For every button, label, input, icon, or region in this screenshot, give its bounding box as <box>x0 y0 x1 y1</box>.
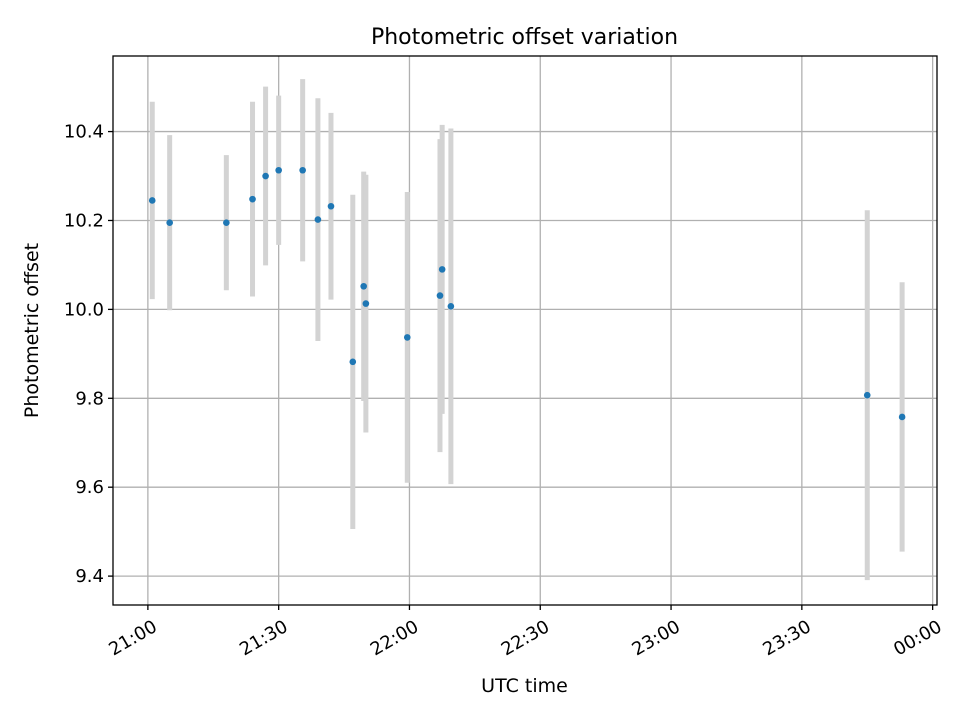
chart-title: Photometric offset variation <box>371 25 678 50</box>
data-point <box>166 219 173 227</box>
data-point <box>148 197 156 204</box>
y-tick-label: 10.0 <box>64 299 104 320</box>
data-point <box>360 282 367 290</box>
y-axis: 9.4 9.6 9.8 10.0 10.2 10.4 <box>64 122 113 587</box>
data-point <box>249 195 256 203</box>
y-axis-label: Photometric offset <box>21 243 43 418</box>
x-tick-label: 00:00 <box>890 616 945 660</box>
data-point <box>436 292 444 299</box>
data-point <box>275 166 282 174</box>
x-axis-label: UTC time <box>481 675 568 697</box>
grid <box>113 56 937 605</box>
data-point <box>314 216 322 223</box>
data-point <box>262 172 269 180</box>
data-point <box>223 219 230 227</box>
data-point <box>438 266 446 273</box>
x-axis: 21:00 21:30 22:00 22:30 23:00 23:30 00:00 <box>105 605 946 660</box>
data-points <box>148 166 906 421</box>
y-tick-label: 10.4 <box>64 122 104 143</box>
x-tick-label: 23:30 <box>759 616 814 660</box>
data-point <box>863 391 871 399</box>
y-tick-label: 9.6 <box>75 477 104 498</box>
y-tick-label: 9.8 <box>75 388 104 409</box>
data-point <box>299 166 306 174</box>
data-point <box>349 358 357 366</box>
data-point <box>362 300 370 307</box>
x-tick-label: 22:00 <box>367 616 422 660</box>
x-tick-label: 21:30 <box>236 616 291 660</box>
plot-frame <box>112 55 938 606</box>
x-tick-label: 22:30 <box>498 616 553 660</box>
data-point <box>898 413 906 421</box>
error-bars <box>149 79 905 581</box>
data-point <box>447 302 455 310</box>
y-tick-label: 9.4 <box>75 566 104 587</box>
x-tick-label: 23:00 <box>629 616 684 660</box>
data-point <box>327 202 335 210</box>
x-tick-label: 21:00 <box>105 616 160 660</box>
data-point <box>403 334 411 341</box>
y-tick-label: 10.2 <box>64 210 104 231</box>
